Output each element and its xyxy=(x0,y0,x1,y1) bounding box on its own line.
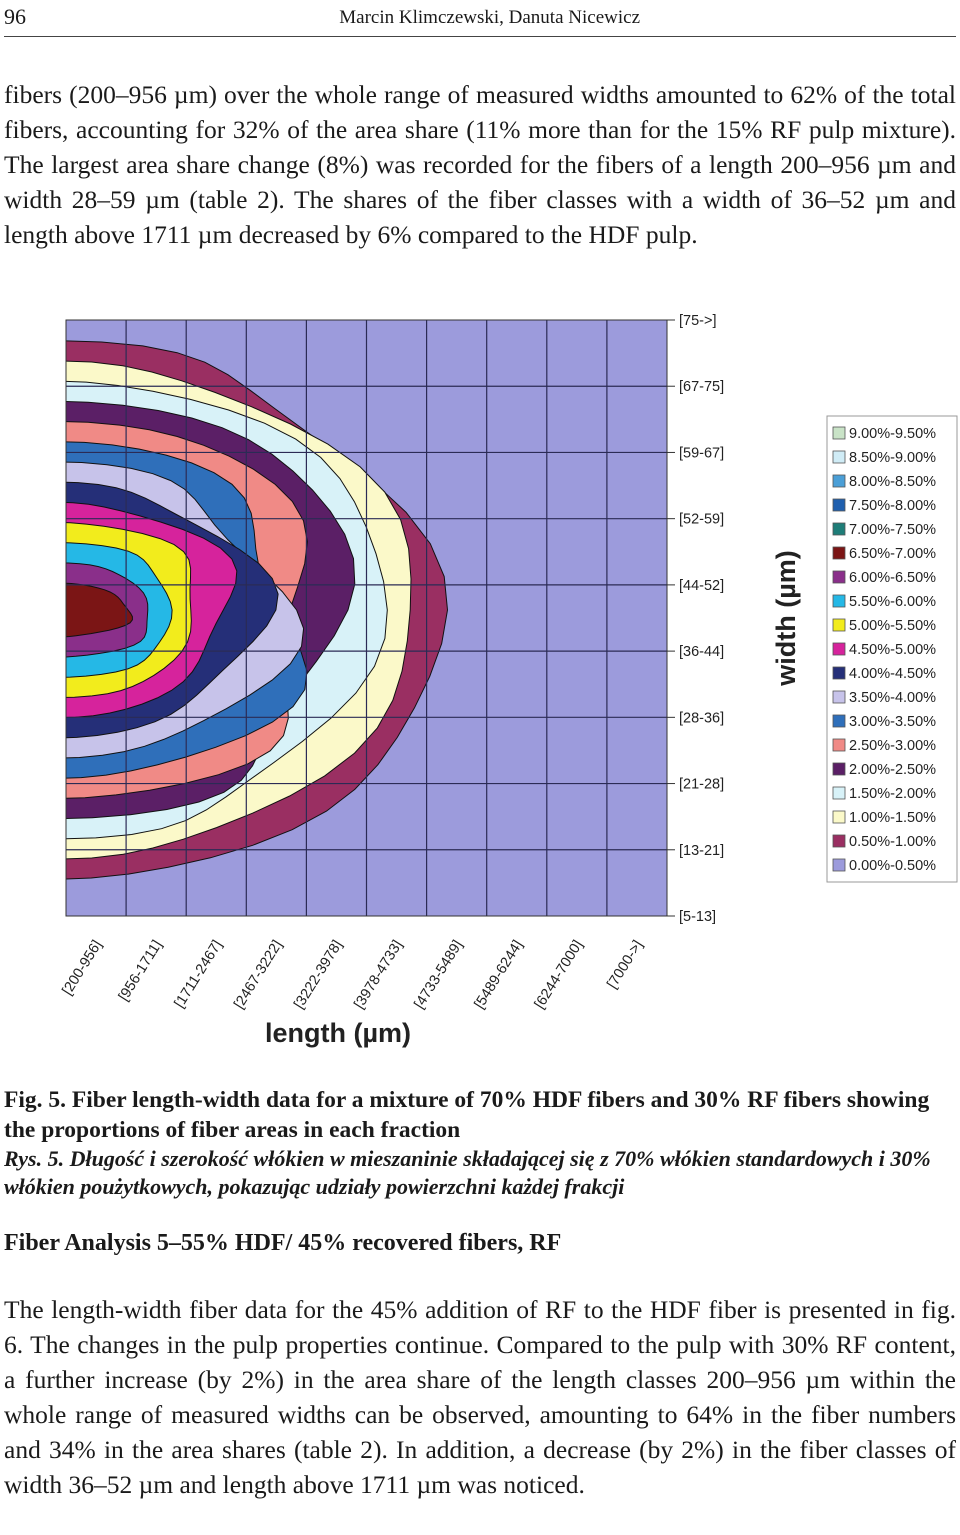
section-heading: Fiber Analysis 5–55% HDF/ 45% recovered … xyxy=(4,1230,562,1256)
running-head: Marcin Klimczewski, Danuta Nicewicz xyxy=(339,7,640,28)
legend-label: 8.00%-8.50% xyxy=(849,474,936,490)
legend-label: 7.00%-7.50% xyxy=(849,522,936,538)
legend-label: 5.50%-6.00% xyxy=(849,594,936,610)
x-tick-label: [2467-3222] xyxy=(231,938,286,1012)
y-tick-label: [21-28] xyxy=(679,777,724,793)
legend-label: 4.50%-5.00% xyxy=(849,642,936,658)
legend-label: 2.50%-3.00% xyxy=(849,738,936,754)
legend-label: 6.00%-6.50% xyxy=(849,570,936,586)
legend-label: 3.50%-4.00% xyxy=(849,690,936,706)
page-header: 96 Marcin Klimczewski, Danuta Nicewicz xyxy=(4,4,956,37)
figure-caption-english: Fig. 5. Fiber length-width data for a mi… xyxy=(4,1087,930,1143)
legend-label: 2.00%-2.50% xyxy=(849,762,936,778)
x-tick-label: [1711-2467] xyxy=(172,938,226,1011)
legend-label: 5.00%-5.50% xyxy=(849,618,936,634)
y-tick-label: [36-44] xyxy=(679,644,724,660)
legend-swatch xyxy=(832,594,846,608)
legend-swatch xyxy=(832,474,846,488)
legend-label: 0.00%-0.50% xyxy=(849,858,936,874)
x-tick-label: [7000->] xyxy=(604,938,646,992)
legend-swatch xyxy=(832,834,846,848)
y-tick-label: [59-67] xyxy=(679,445,724,461)
legend-label: 6.50%-7.00% xyxy=(849,546,936,562)
contour-band xyxy=(66,582,133,638)
legend-label: 7.50%-8.00% xyxy=(849,498,936,514)
heatmap-chart: [75->] [67-75] [59-67] [52-59] [44-52] [36-44… xyxy=(59,313,958,1048)
x-tick-label: [4733-5489] xyxy=(411,938,466,1012)
legend-swatch xyxy=(832,426,846,440)
y-tick-label: [5-13] xyxy=(679,909,716,925)
x-tick-label: [3978-4733] xyxy=(351,938,406,1012)
legend-swatch xyxy=(832,714,846,728)
legend: 9.00%-9.50% 8.50%-9.00% 8.00%-8.50% 7.50%-8… xyxy=(826,415,958,883)
legend-swatch xyxy=(832,690,846,704)
legend-swatch xyxy=(832,810,846,824)
legend-label: 0.50%-1.00% xyxy=(849,834,936,850)
legend-swatch xyxy=(832,762,846,776)
legend-swatch xyxy=(832,570,846,584)
y-tick-label: [52-59] xyxy=(679,512,724,528)
plot-border xyxy=(65,319,668,917)
body-paragraph-1: fibers (200–956 µm) over the whole range… xyxy=(4,80,956,249)
legend-label: 1.50%-2.00% xyxy=(849,786,936,802)
page-number: 96 xyxy=(4,4,26,29)
legend-swatch xyxy=(832,666,846,680)
x-tick-label: [200-956] xyxy=(59,938,105,998)
legend-swatch xyxy=(832,618,846,632)
legend-label: 4.00%-4.50% xyxy=(849,666,936,682)
x-tick-label: [6244-7000] xyxy=(532,938,587,1012)
legend-swatch xyxy=(832,858,846,872)
body-paragraph-2: The length-width fiber data for the 45% … xyxy=(4,1295,956,1499)
legend-swatch xyxy=(832,546,846,560)
x-axis-title: length (µm) xyxy=(265,1018,411,1048)
figure-5: [75->] [67-75] [59-67] [52-59] [44-52] [36-44… xyxy=(0,308,960,1060)
legend-label: 9.00%-9.50% xyxy=(849,426,936,442)
legend-swatch xyxy=(832,642,846,656)
legend-swatch xyxy=(832,450,846,464)
legend-label: 1.00%-1.50% xyxy=(849,810,936,826)
legend-swatch xyxy=(832,786,846,800)
y-tick-label: [67-75] xyxy=(679,379,724,395)
x-tick-label: [5489-6244] xyxy=(472,938,527,1012)
legend-swatch xyxy=(832,498,846,512)
y-tick-label: [75->] xyxy=(679,313,716,329)
y-tick-labels: [75->] [67-75] [59-67] [52-59] [44-52] [36-44… xyxy=(667,313,724,925)
legend-label: 8.50%-9.00% xyxy=(849,450,936,466)
y-tick-label: [44-52] xyxy=(679,578,724,594)
legend-label: 3.00%-3.50% xyxy=(849,714,936,730)
y-tick-label: [28-36] xyxy=(679,710,724,726)
legend-box xyxy=(826,415,958,883)
figure-caption-polish: Rys. 5. Długość i szerokość włókien w mi… xyxy=(4,1146,931,1199)
y-tick-label: [13-21] xyxy=(679,843,724,859)
x-tick-label: [956-1711] xyxy=(116,938,166,1004)
y-axis-title: width (µm) xyxy=(771,550,801,687)
legend-swatch xyxy=(832,522,846,536)
x-tick-label: [3222-3978] xyxy=(291,938,346,1012)
x-tick-labels: [200-956] [956-1711] [1711-2467] [2467-3222… xyxy=(59,938,646,1012)
grid-lines xyxy=(66,320,667,916)
legend-swatch xyxy=(832,738,846,752)
